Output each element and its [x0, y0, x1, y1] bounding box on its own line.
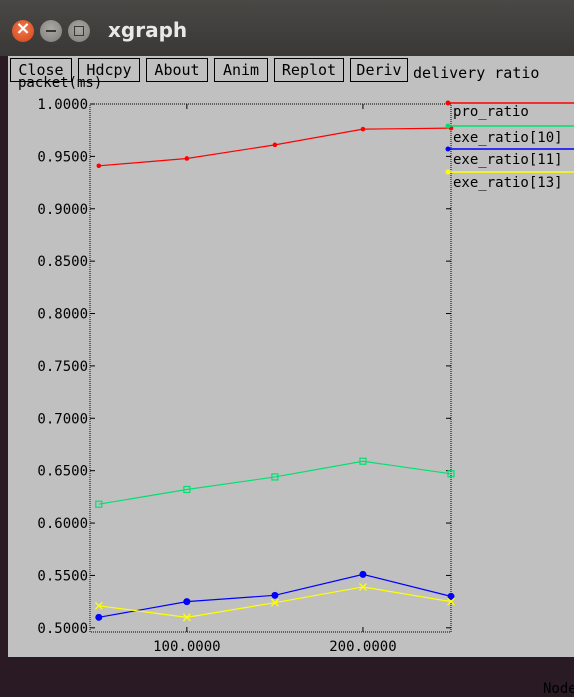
y-tick-label: 0.8000	[37, 307, 88, 323]
y-tick-label: 1.0000	[37, 97, 88, 113]
y-tick-label: 0.5500	[37, 568, 88, 584]
data-point-exe-ratio-11	[359, 570, 367, 578]
y-tick-label: 0.6000	[37, 516, 88, 532]
y-tick-label: 0.9500	[37, 149, 88, 165]
data-point-exe-ratio-13	[182, 613, 191, 622]
window-minimize-icon[interactable]	[40, 20, 62, 42]
data-point-pro-ratio	[272, 142, 278, 148]
chart-title: delivery ratio	[413, 64, 540, 82]
replot-button[interactable]: Replot	[274, 58, 344, 82]
x-tick-label: 200.0000	[329, 639, 396, 655]
y-axis-label: packet(ms)	[18, 75, 103, 91]
x-tick-label: 100.0000	[153, 639, 220, 655]
data-point-exe-ratio-13	[94, 601, 103, 610]
data-point-pro-ratio	[360, 126, 366, 132]
legend-marker-exe-ratio-10	[445, 123, 451, 129]
legend-marker-pro-ratio	[445, 100, 451, 106]
data-point-pro-ratio	[184, 156, 190, 161]
window-titlebar: xgraph	[0, 0, 574, 56]
legend-label-exe-ratio-11: exe_ratio[11]	[453, 152, 563, 168]
x-axis-label: Node	[543, 681, 574, 697]
y-tick-label: 0.7000	[37, 411, 88, 427]
data-point-exe-ratio-10	[95, 500, 103, 508]
y-tick-label: 0.5000	[37, 621, 88, 637]
window-maximize-icon[interactable]	[68, 20, 90, 42]
window-title: xgraph	[108, 18, 188, 42]
data-point-exe-ratio-13	[270, 598, 279, 607]
data-point-exe-ratio-11	[95, 613, 103, 621]
data-point-exe-ratio-11	[183, 598, 191, 606]
y-tick-label: 0.8500	[37, 254, 88, 270]
chart-plot: 0.5000 0.5500 0.6000 0.6500 0.7000 0.7500 0.80…	[37, 97, 574, 655]
data-point-exe-ratio-10	[447, 470, 455, 478]
y-tick-label: 0.6500	[37, 464, 88, 480]
data-point-exe-ratio-10	[183, 485, 191, 494]
hdcpy-button[interactable]: Hdcpy	[78, 58, 140, 82]
data-point-exe-ratio-13	[447, 597, 455, 606]
data-point-exe-ratio-13	[358, 582, 367, 591]
data-point-exe-ratio-11	[271, 591, 279, 599]
legend-label-pro-ratio: pro_ratio	[453, 104, 529, 120]
data-point-exe-ratio-10	[271, 473, 279, 481]
plot-frame	[89, 103, 452, 633]
close-button[interactable]: Close	[10, 58, 72, 82]
legend-marker-exe-ratio-13	[445, 169, 451, 175]
about-button[interactable]: About	[146, 58, 208, 82]
series-line-exe-ratio-10	[98, 460, 452, 505]
window-close-icon[interactable]	[12, 18, 34, 42]
legend-label-exe-ratio-10: exe_ratio[10]	[453, 130, 563, 146]
xgraph-client-area: Close Hdcpy About Anim Replot Deriv deli…	[8, 56, 574, 697]
data-point-pro-ratio	[96, 163, 102, 169]
anim-button[interactable]: Anim	[214, 58, 268, 82]
deriv-button[interactable]: Deriv	[350, 58, 408, 82]
y-tick-label: 0.7500	[37, 359, 88, 375]
y-tick-label: 0.9000	[37, 202, 88, 218]
data-point-exe-ratio-10	[359, 457, 367, 465]
data-point-exe-ratio-11	[447, 592, 455, 600]
legend-label-exe-ratio-13: exe_ratio[13]	[453, 175, 563, 191]
legend-marker-exe-ratio-11	[445, 146, 451, 152]
